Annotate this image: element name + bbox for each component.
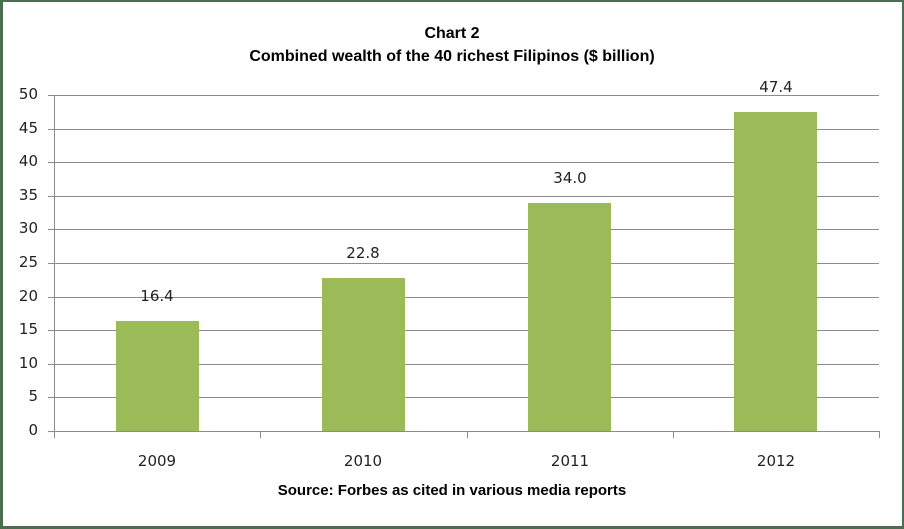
bar-2009 (116, 321, 199, 431)
chart-title: Chart 2 (424, 25, 480, 42)
gridline (48, 330, 879, 331)
x-tick-label: 2012 (756, 452, 796, 470)
y-tick-label: 15 (18, 320, 38, 338)
gridline (48, 229, 879, 230)
y-tick-label: 20 (18, 287, 38, 305)
x-tick (879, 431, 880, 438)
gridline (48, 397, 879, 398)
gridline (48, 196, 879, 197)
x-tick-label: 2009 (137, 452, 177, 470)
bar-2010 (322, 278, 405, 431)
x-tick (54, 431, 55, 438)
y-tick-label: 40 (18, 152, 38, 170)
chart-subtitle: Combined wealth of the 40 richest Filipi… (249, 48, 655, 65)
y-tick-label: 10 (18, 354, 38, 372)
y-axis (54, 95, 55, 437)
y-tick-label: 25 (18, 253, 38, 271)
gridline (48, 263, 879, 264)
gridline (48, 162, 879, 163)
bar-2012 (734, 112, 817, 431)
source-note: Source: Forbes as cited in various media… (277, 482, 627, 499)
value-label: 34.0 (553, 169, 587, 187)
y-tick-label: 5 (28, 387, 38, 405)
value-label: 22.8 (346, 244, 380, 262)
y-tick-label: 35 (18, 186, 38, 204)
bar-2011 (528, 203, 611, 431)
gridline (48, 95, 879, 96)
x-tick (467, 431, 468, 438)
y-tick-label: 45 (18, 119, 38, 137)
gridline (48, 364, 879, 365)
gridline (48, 297, 879, 298)
x-tick (260, 431, 261, 438)
gridline (48, 129, 879, 130)
x-tick-label: 2011 (550, 452, 590, 470)
x-tick (673, 431, 674, 438)
x-tick-label: 2010 (343, 452, 383, 470)
gridline (48, 431, 879, 432)
value-label: 16.4 (140, 287, 174, 305)
y-tick-label: 30 (18, 219, 38, 237)
y-tick-label: 0 (28, 421, 38, 439)
y-tick-label: 50 (18, 85, 38, 103)
value-label: 47.4 (759, 78, 793, 96)
